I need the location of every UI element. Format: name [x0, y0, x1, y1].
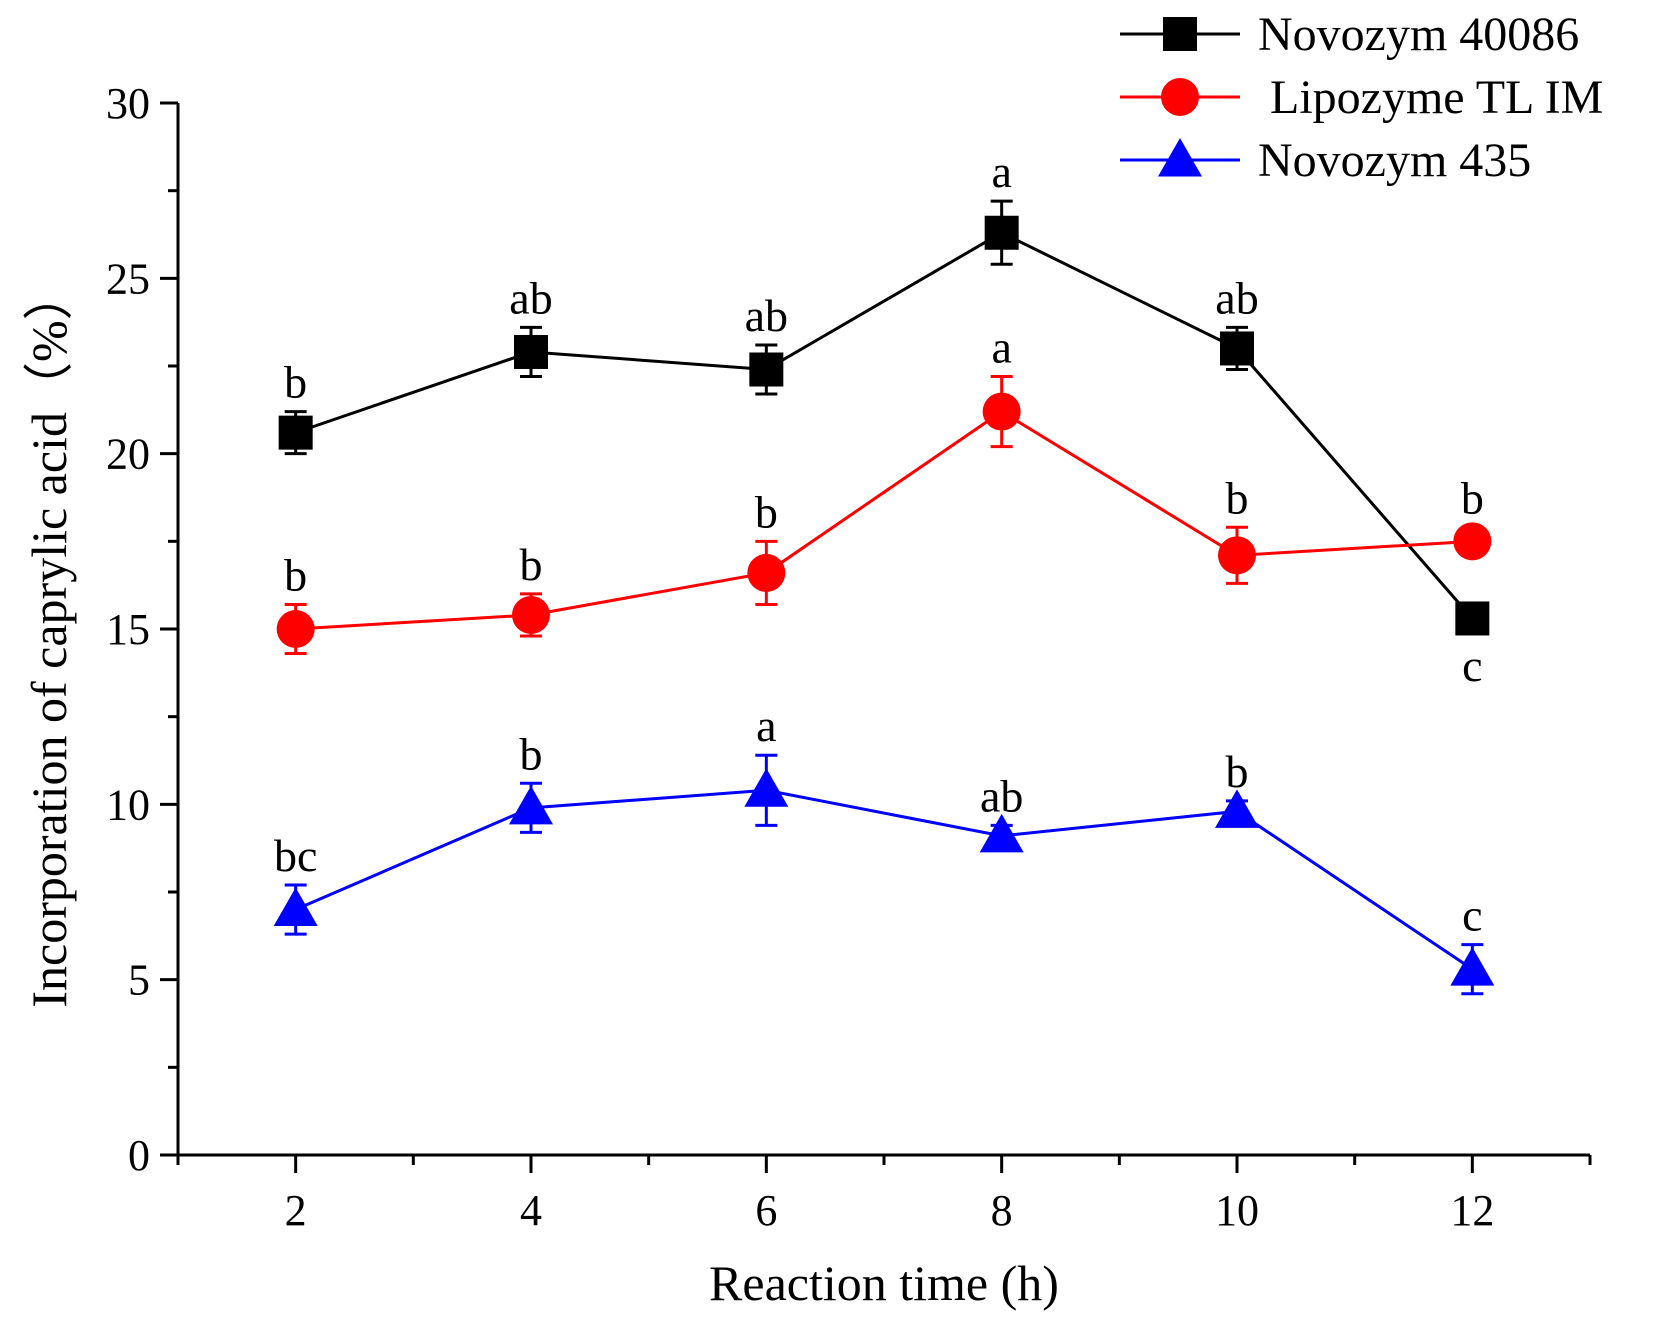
x-tick-label: 6 [755, 1186, 777, 1235]
data-point [979, 813, 1024, 853]
significance-label: b [520, 728, 543, 779]
significance-label: ab [1215, 272, 1258, 323]
x-tick-label: 12 [1450, 1186, 1494, 1235]
legend-item-0: Novozym 40086 [1120, 8, 1579, 61]
series-line [295, 788, 1474, 971]
series-line [295, 231, 1474, 620]
data-point [509, 785, 553, 825]
series-line [295, 409, 1473, 631]
significance-label: b [284, 549, 307, 600]
significance-label: ab [509, 272, 552, 323]
y-tick-label: 10 [106, 780, 150, 829]
legend-marker [1158, 138, 1202, 177]
legend-item-1: Lipozyme TL IM [1120, 71, 1603, 124]
significance-label: b [1226, 746, 1249, 797]
data-point [1215, 789, 1259, 828]
significance-label: a [991, 322, 1011, 373]
significance-label: b [284, 357, 307, 408]
y-tick-label: 5 [128, 956, 150, 1005]
data-point [1455, 601, 1490, 636]
y-axis-title: Incorporation of caprylic acid（%） [21, 270, 77, 1007]
y-tick-label: 20 [106, 430, 150, 479]
data-point [278, 415, 313, 450]
axes: 0 5 10 15 20 25 30 2 4 6 8 10 12 [106, 79, 1592, 1235]
y-tick-label: 0 [128, 1131, 150, 1180]
data-point [982, 392, 1021, 431]
y-tick-label: 25 [106, 254, 150, 303]
data-point [747, 553, 786, 592]
significance-label: a [756, 700, 776, 751]
data-point [1453, 522, 1492, 561]
significance-label: c [1462, 640, 1482, 691]
legend-item-2: Novozym 435 [1120, 134, 1531, 187]
significance-label: a [991, 146, 1011, 197]
significance-label: ab [980, 770, 1023, 821]
legend: Novozym 40086 Lipozyme TL IM Novozym 435 [1120, 8, 1603, 187]
data-point [744, 768, 789, 807]
data-point [514, 334, 548, 369]
data-point [749, 352, 784, 387]
significance-label: b [755, 486, 778, 537]
y-tick-label: 15 [106, 605, 150, 654]
significance-label: b [1461, 472, 1484, 523]
significance-label: c [1462, 890, 1482, 941]
x-tick-label: 4 [520, 1186, 542, 1235]
data-point [1220, 331, 1254, 366]
legend-label: Lipozyme TL IM [1258, 71, 1603, 124]
data-point [273, 887, 318, 927]
data-point [1218, 536, 1256, 575]
significance-label: ab [745, 290, 788, 341]
x-axis-title: Reaction time (h) [709, 1255, 1059, 1311]
significance-label: b [520, 539, 543, 590]
x-tick-label: 10 [1215, 1186, 1259, 1235]
legend-marker [1163, 17, 1197, 51]
series-1: b b b a b b [276, 322, 1492, 656]
data-point [276, 610, 315, 648]
data-point [1450, 947, 1495, 986]
legend-label: Novozym 40086 [1258, 8, 1579, 61]
legend-marker [1161, 78, 1199, 116]
x-tick-label: 8 [991, 1186, 1013, 1235]
x-tick-label: 2 [285, 1186, 307, 1235]
data-point [512, 595, 550, 634]
legend-label: Novozym 435 [1258, 134, 1531, 187]
data-point [984, 215, 1019, 250]
y-tick-label: 30 [106, 79, 150, 128]
significance-label: bc [274, 830, 317, 881]
significance-label: b [1226, 472, 1249, 523]
